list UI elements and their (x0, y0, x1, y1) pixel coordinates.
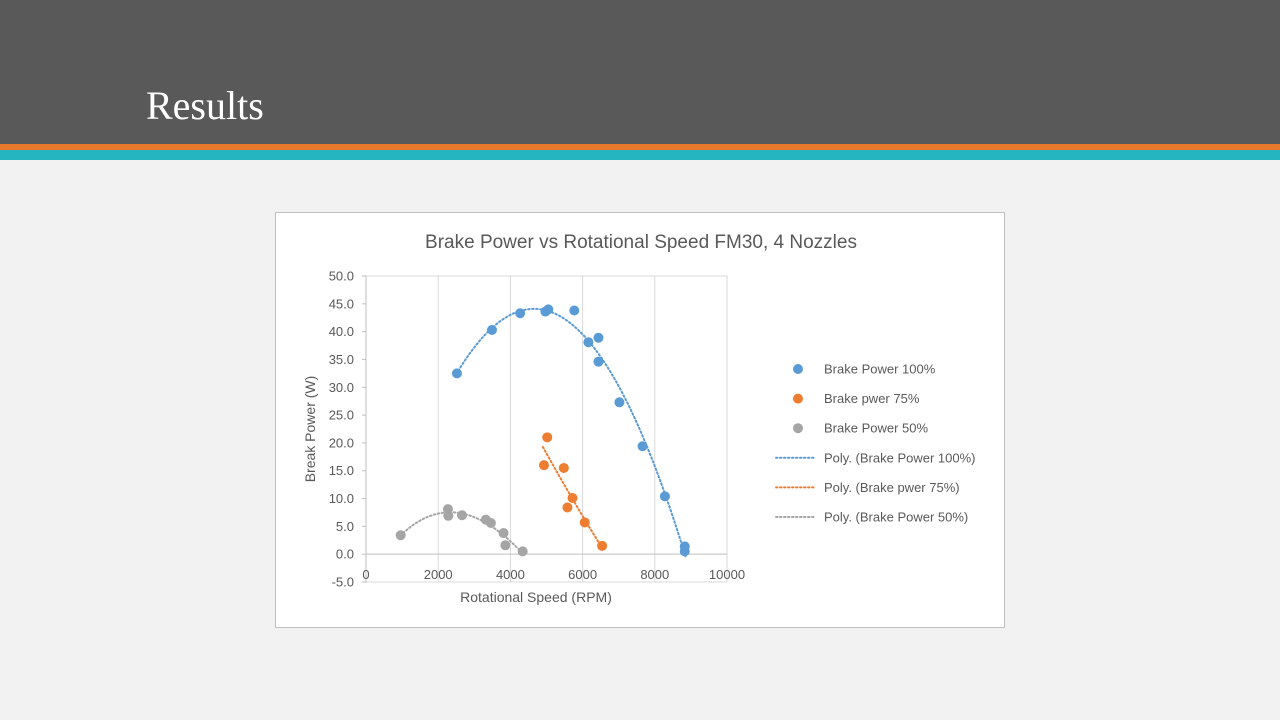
y-tick-label: 5.0 (336, 519, 354, 534)
data-point (538, 460, 549, 471)
data-point (562, 502, 573, 513)
data-point (515, 308, 526, 319)
legend-marker (793, 393, 803, 404)
data-point (485, 518, 496, 529)
data-point (679, 546, 690, 557)
data-point (597, 540, 608, 551)
data-point (593, 332, 604, 343)
legend-label: Poly. (Brake Power 50%) (824, 510, 968, 525)
scatter-chart: -5.0 0.0 5.0 10.0 15.0 20.0 25.0 30.0 35.0 40.0 45… (302, 232, 976, 605)
data-point (567, 492, 578, 503)
data-point (486, 324, 497, 335)
data-point (659, 491, 670, 502)
data-point (542, 432, 553, 443)
y-tick-label: 0.0 (336, 547, 354, 562)
legend-label: Poly. (Brake pwer 75%) (824, 480, 960, 495)
legend-label: Brake pwer 75% (824, 391, 920, 406)
y-tick-label: 25.0 (329, 408, 354, 423)
x-tick-label: 4000 (496, 567, 525, 582)
y-tick-label: 15.0 (329, 463, 354, 478)
y-tick-label: 30.0 (329, 380, 354, 395)
data-point (593, 356, 604, 367)
data-point (637, 441, 648, 452)
y-axis-title: Break Power (W) (302, 376, 318, 483)
y-tick-label: 20.0 (329, 435, 354, 450)
data-point (583, 337, 594, 348)
data-point (614, 397, 625, 408)
y-tick-label: 35.0 (329, 352, 354, 367)
x-tick-label: 2000 (424, 567, 453, 582)
y-tick-label: 45.0 (329, 296, 354, 311)
legend-label: Brake Power 50% (824, 421, 928, 436)
data-point (569, 305, 580, 316)
x-tick-label: 10000 (709, 567, 745, 582)
y-tick-label: -5.0 (332, 575, 354, 590)
chart-title: Brake Power vs Rotational Speed FM30, 4 … (425, 232, 857, 253)
data-point (579, 517, 590, 528)
chart-image: -5.0 0.0 5.0 10.0 15.0 20.0 25.0 30.0 35.0 40.0 45… (275, 212, 1005, 628)
data-point (443, 510, 454, 521)
accent-stripe-teal (0, 150, 1280, 160)
data-point (517, 546, 528, 557)
data-point (500, 540, 511, 551)
title-bar (0, 0, 1280, 144)
x-tick-label: 8000 (640, 567, 669, 582)
data-point (395, 530, 406, 541)
data-point (457, 510, 468, 521)
data-point (558, 462, 569, 473)
y-tick-label: 10.0 (329, 491, 354, 506)
data-point (498, 528, 509, 539)
data-point (543, 304, 554, 315)
legend-label: Brake Power 100% (824, 362, 936, 377)
slide-title: Results (146, 83, 264, 128)
x-tick-label: 0 (362, 567, 369, 582)
x-tick-label: 6000 (568, 567, 597, 582)
legend-label: Poly. (Brake Power 100%) (824, 450, 976, 465)
legend-marker (793, 364, 803, 374)
x-axis-title: Rotational Speed (RPM) (460, 589, 612, 605)
data-point (451, 368, 462, 379)
y-tick-label: 40.0 (329, 324, 354, 339)
accent-stripe-orange (0, 144, 1280, 150)
y-tick-label: 50.0 (329, 269, 354, 284)
legend-marker (793, 423, 803, 434)
